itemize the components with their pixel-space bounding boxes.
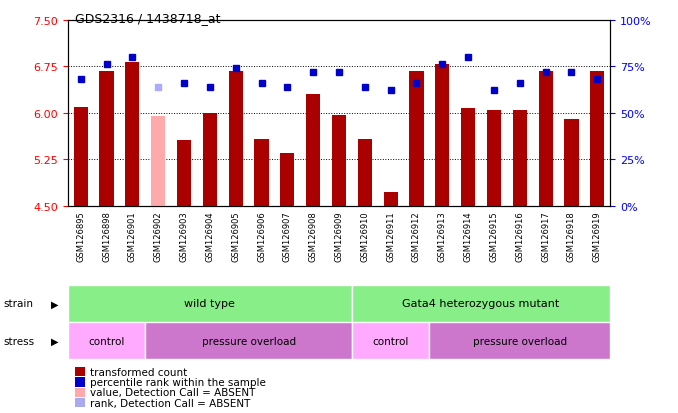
Bar [487, 111, 501, 206]
Text: GSM126917: GSM126917 [541, 211, 550, 261]
Bar [590, 71, 604, 206]
Text: GSM126895: GSM126895 [76, 211, 85, 261]
Bar [410, 71, 424, 206]
Text: GDS2316 / 1438718_at: GDS2316 / 1438718_at [75, 12, 220, 25]
Bar [151, 116, 165, 206]
Bar [358, 140, 372, 206]
Text: GSM126898: GSM126898 [102, 211, 111, 261]
Bar [306, 95, 320, 206]
Text: GSM126901: GSM126901 [128, 211, 137, 261]
Text: rank, Detection Call = ABSENT: rank, Detection Call = ABSENT [90, 398, 251, 408]
Bar [564, 120, 578, 206]
Bar [538, 71, 553, 206]
Bar [352, 285, 610, 322]
Text: wild type: wild type [184, 299, 235, 309]
Text: GSM126919: GSM126919 [593, 211, 602, 261]
Text: GSM126916: GSM126916 [515, 211, 524, 261]
Bar [100, 71, 114, 206]
Bar [254, 140, 268, 206]
Text: control: control [372, 336, 409, 346]
Text: strain: strain [3, 299, 33, 309]
Text: GSM126914: GSM126914 [464, 211, 473, 261]
Text: GSM126910: GSM126910 [360, 211, 370, 261]
Text: GSM126906: GSM126906 [257, 211, 266, 261]
Bar [384, 193, 398, 206]
Text: GSM126903: GSM126903 [180, 211, 188, 261]
Bar [352, 322, 429, 359]
Text: GSM126911: GSM126911 [386, 211, 395, 261]
Text: transformed count: transformed count [90, 367, 187, 377]
Text: Gata4 heterozygous mutant: Gata4 heterozygous mutant [403, 299, 559, 309]
Bar [429, 322, 610, 359]
Text: GSM126907: GSM126907 [283, 211, 292, 261]
Bar [435, 65, 450, 206]
Text: GSM126915: GSM126915 [490, 211, 498, 261]
Text: control: control [88, 336, 125, 346]
Text: ▶: ▶ [51, 336, 58, 346]
Text: GSM126909: GSM126909 [334, 211, 344, 261]
Text: GSM126918: GSM126918 [567, 211, 576, 261]
Bar [332, 116, 346, 206]
Bar [228, 71, 243, 206]
Text: pressure overload: pressure overload [201, 336, 296, 346]
Bar [74, 107, 88, 206]
Text: pressure overload: pressure overload [473, 336, 567, 346]
Bar [203, 114, 217, 206]
Bar [177, 140, 191, 206]
Text: stress: stress [3, 336, 35, 346]
Text: GSM126904: GSM126904 [205, 211, 214, 261]
Text: percentile rank within the sample: percentile rank within the sample [90, 377, 266, 387]
Text: value, Detection Call = ABSENT: value, Detection Call = ABSENT [90, 387, 256, 397]
Text: ▶: ▶ [51, 299, 58, 309]
Text: GSM126913: GSM126913 [438, 211, 447, 261]
Bar [280, 154, 294, 206]
Bar [145, 322, 352, 359]
Bar [513, 111, 527, 206]
Text: GSM126902: GSM126902 [154, 211, 163, 261]
Text: GSM126905: GSM126905 [231, 211, 240, 261]
Bar [68, 285, 352, 322]
Text: GSM126912: GSM126912 [412, 211, 421, 261]
Bar [125, 63, 140, 206]
Bar [461, 109, 475, 206]
Text: GSM126908: GSM126908 [308, 211, 318, 261]
Bar [68, 322, 145, 359]
